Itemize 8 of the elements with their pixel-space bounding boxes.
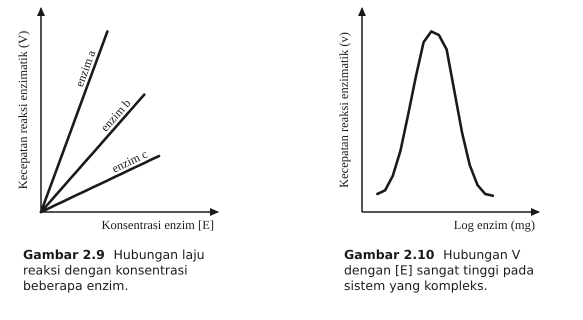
x-axis-title: Log enzim (mg) [454,218,535,232]
text: enzim a [72,48,99,89]
text: Gambar 2.9 [23,247,114,262]
y-axis-title: Kecepatan reaksi enzimatik (V) [16,30,30,190]
text: Gambar 2.10 [344,247,444,262]
x-axis-title: Konsentrasi enzim [E] [102,218,214,232]
y-axis-title: Kecepatan reaksi enzimatik (v) [337,32,351,188]
text: enzim c [110,146,150,176]
